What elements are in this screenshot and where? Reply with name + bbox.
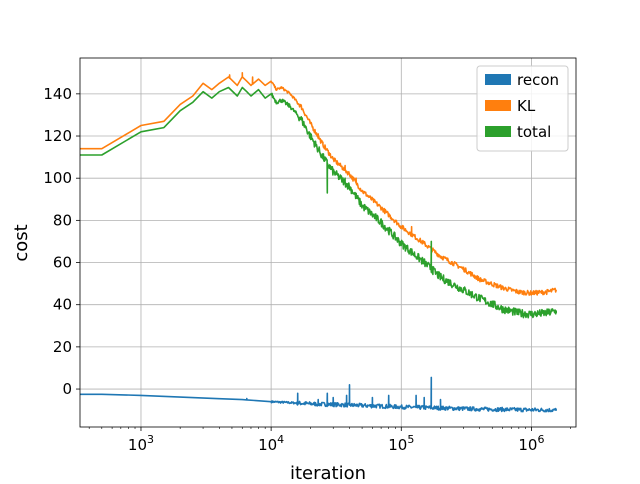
series-line-kl: [80, 72, 557, 296]
x-tick-exponent: 3: [147, 433, 154, 446]
x-axis-ticks: 103 104 105 106: [88, 427, 571, 454]
x-tick-label: 104: [258, 433, 284, 454]
x-axis-label: iteration: [290, 463, 366, 480]
legend: recon KL total: [476, 65, 569, 152]
x-tick-base: 10: [128, 436, 147, 454]
y-tick-label: 0: [62, 380, 72, 398]
legend-label: total: [517, 123, 551, 141]
y-tick-label: 60: [53, 254, 72, 272]
x-tick-exponent: 5: [407, 433, 414, 446]
y-tick-label: 120: [43, 127, 72, 145]
y-axis-ticks: 0 20 40 60 80 100 120 140: [43, 85, 80, 398]
legend-swatch-kl: [485, 100, 511, 111]
plot-frame: [79, 57, 577, 428]
x-tick-exponent: 4: [277, 433, 284, 446]
x-tick-base: 10: [388, 436, 407, 454]
series-lines: [80, 72, 557, 413]
series-line-recon: [80, 376, 557, 413]
legend-label: KL: [517, 97, 536, 115]
y-tick-label: 100: [43, 169, 72, 187]
y-tick-label: 40: [53, 296, 72, 314]
x-tick-label: 105: [388, 433, 414, 454]
y-tick-label: 80: [53, 211, 72, 229]
y-tick-label: 140: [43, 85, 72, 103]
legend-label: recon: [517, 71, 559, 89]
series-line-total: [80, 86, 557, 319]
x-tick-base: 10: [258, 436, 277, 454]
y-tick-label: 20: [53, 338, 72, 356]
y-axis-label: cost: [11, 224, 32, 261]
x-tick-exponent: 6: [537, 433, 544, 446]
x-tick-label: 103: [128, 433, 154, 454]
legend-swatch-total: [485, 126, 511, 137]
x-tick-base: 10: [518, 436, 537, 454]
legend-swatch-recon: [485, 74, 511, 85]
x-tick-label: 106: [518, 433, 544, 454]
